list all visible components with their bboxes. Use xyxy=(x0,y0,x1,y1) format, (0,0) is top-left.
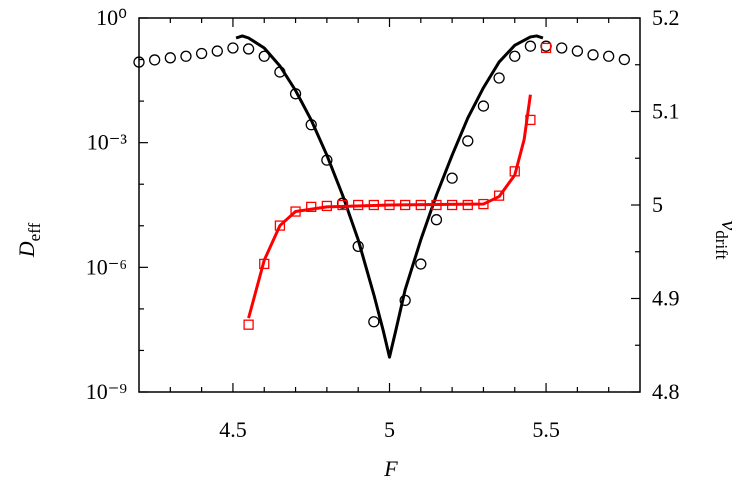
circle-marker xyxy=(540,40,552,52)
y2-axis-label: vdrift xyxy=(712,220,742,259)
y2-tick-label: 4.8 xyxy=(652,379,680,404)
circle-marker xyxy=(618,53,630,66)
square-marker xyxy=(493,190,505,201)
circle-marker xyxy=(493,72,505,84)
circle-marker xyxy=(509,50,521,62)
circle-marker xyxy=(603,50,615,62)
theory-line xyxy=(247,94,532,319)
circle-marker xyxy=(430,214,443,226)
circle-marker xyxy=(477,100,490,112)
circle-marker xyxy=(587,49,599,61)
circle-marker xyxy=(571,45,584,57)
y2-tick-label: 4.9 xyxy=(652,286,680,311)
circle-marker xyxy=(258,50,270,62)
circle-marker xyxy=(415,258,427,270)
circle-marker xyxy=(180,50,192,62)
circle-marker xyxy=(462,135,474,147)
x-tick-label: 5.5 xyxy=(532,417,560,442)
circle-marker xyxy=(368,316,380,328)
square-marker xyxy=(274,220,286,231)
y-tick-label: 10⁰ xyxy=(96,5,127,30)
circle-marker xyxy=(242,43,255,55)
circle-marker xyxy=(211,45,223,57)
y2-tick-label: 5 xyxy=(652,192,663,217)
circle-marker xyxy=(556,42,568,54)
circle-marker xyxy=(133,56,145,68)
square-marker xyxy=(540,42,552,54)
x-tick-label: 5 xyxy=(384,417,395,442)
y2-axis-label-sub: drift xyxy=(712,230,731,260)
square-marker xyxy=(306,201,317,213)
circle-marker xyxy=(446,172,458,184)
x-tick-label: 4.5 xyxy=(219,417,247,442)
y-tick-label: 10⁻³ xyxy=(87,130,128,155)
y2-tick-label: 5.1 xyxy=(652,99,680,124)
y-axis-label: Deff xyxy=(14,222,44,258)
circle-marker xyxy=(164,52,176,64)
circle-marker xyxy=(227,42,239,54)
y-axis-label-sub: eff xyxy=(25,222,44,241)
y-axis-label-main: D xyxy=(14,241,39,258)
x-axis-label: F xyxy=(383,456,398,481)
y-tick-label: 10⁻⁶ xyxy=(86,254,127,279)
y2-axis-label-main: v xyxy=(717,220,742,230)
theory-line xyxy=(235,34,544,359)
circle-marker xyxy=(149,54,161,66)
y-tick-label: 10⁻⁹ xyxy=(86,379,128,404)
square-marker xyxy=(243,319,254,330)
circle-marker xyxy=(195,47,208,60)
y2-tick-label: 5.2 xyxy=(652,5,680,30)
circle-marker xyxy=(524,40,537,52)
